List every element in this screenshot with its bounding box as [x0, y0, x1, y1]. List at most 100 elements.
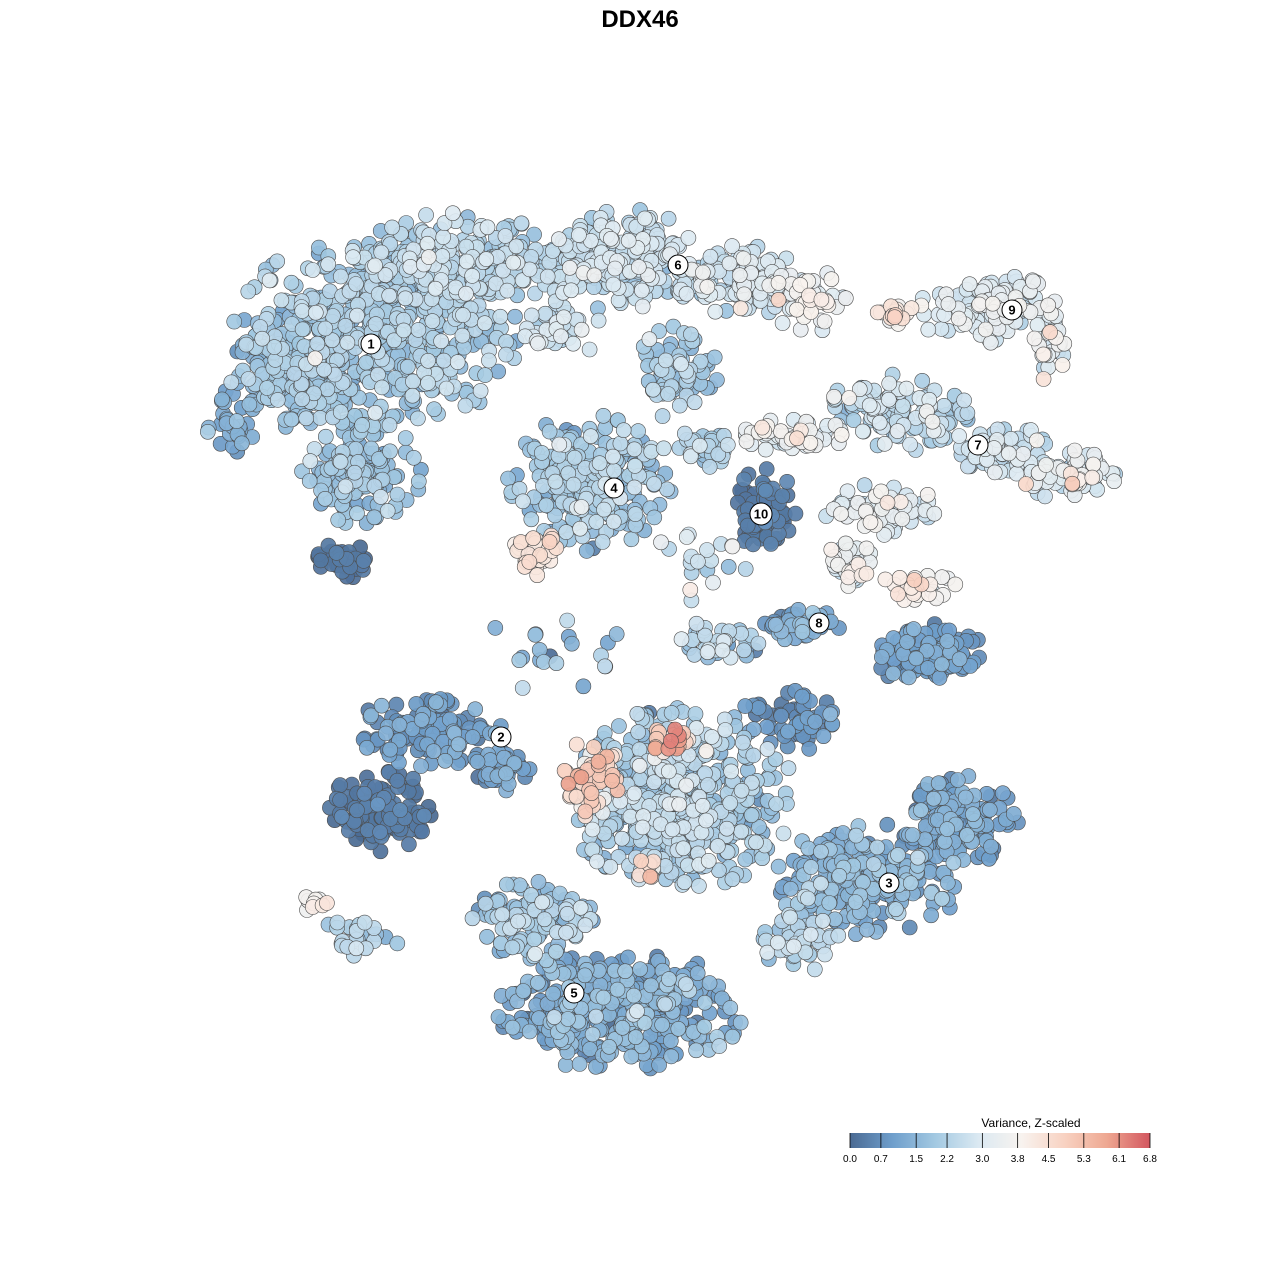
cell-point [615, 422, 632, 439]
cell-point [789, 430, 805, 447]
cell-point [521, 554, 538, 570]
cell-point [698, 812, 714, 829]
cell-point [758, 719, 775, 735]
cell-point [273, 292, 290, 309]
cell-point [977, 321, 994, 338]
cell-point [939, 633, 956, 649]
cell-point [434, 248, 451, 264]
cell-point [773, 707, 790, 724]
cell-point [848, 827, 864, 844]
cell-point [1035, 371, 1052, 387]
cell-point [312, 552, 329, 569]
cell-point [1001, 445, 1017, 462]
cell-point [348, 940, 365, 957]
cell-point [546, 1009, 563, 1026]
cell-point [837, 535, 854, 552]
cell-point [1066, 442, 1083, 459]
cell-point [337, 478, 354, 495]
cell-point [426, 401, 442, 418]
cell-point [821, 895, 838, 911]
cell-point [780, 723, 796, 740]
cell-point [301, 473, 318, 489]
cell-point [405, 449, 422, 466]
cell-point [881, 375, 898, 392]
cell-point [410, 410, 426, 427]
cell-point [642, 868, 659, 885]
cell-point [419, 235, 436, 252]
cell-point [479, 219, 496, 236]
cell-point [482, 752, 499, 768]
cell-point [663, 733, 679, 749]
cell-point [605, 448, 621, 465]
cell-point [307, 350, 323, 367]
cell-point [373, 697, 390, 714]
cell-point [584, 1026, 601, 1043]
cell-point [525, 530, 542, 547]
cell-point [558, 924, 574, 941]
cell-point [701, 459, 718, 475]
cell-point [379, 503, 396, 519]
cell-point [576, 967, 593, 984]
cell-point [1085, 456, 1102, 473]
cell-point [349, 505, 365, 522]
cell-point [269, 253, 286, 270]
cluster-label-6: 6 [667, 254, 689, 276]
cell-point [794, 688, 811, 705]
cell-point [553, 328, 569, 345]
cell-point [339, 334, 356, 351]
cell-point [951, 428, 967, 444]
cell-point [802, 434, 819, 451]
cell-point [902, 436, 918, 453]
cell-point [1042, 324, 1058, 340]
cell-point [455, 307, 471, 323]
cluster-label-7: 7 [967, 434, 989, 456]
cell-point [876, 435, 893, 452]
cell-point [469, 753, 486, 770]
cell-point [633, 282, 650, 299]
cell-point [923, 907, 939, 924]
cell-point [703, 729, 720, 745]
cell-point [583, 785, 600, 802]
cell-point [947, 576, 964, 593]
cell-point [774, 315, 791, 331]
cell-point [743, 807, 760, 824]
cell-point [774, 488, 791, 504]
cell-point [673, 631, 690, 648]
cell-point [332, 404, 349, 420]
cell-point [523, 511, 540, 528]
cell-point [920, 660, 936, 676]
cell-point [735, 250, 752, 267]
cluster-label-text: 4 [610, 481, 618, 496]
cluster-label-8: 8 [808, 612, 830, 634]
cell-point [686, 394, 703, 411]
cell-point [745, 747, 762, 764]
cell-point [575, 678, 592, 695]
cell-point [931, 670, 948, 686]
cell-point [611, 718, 627, 734]
cell-point [601, 1039, 617, 1055]
cell-point [894, 398, 911, 414]
cell-point [904, 827, 921, 843]
cell-point [623, 531, 640, 548]
cell-point [889, 423, 906, 439]
cell-point [833, 426, 850, 443]
cell-point [858, 540, 875, 557]
cell-point [541, 423, 558, 440]
cell-point [965, 806, 981, 823]
cell-point [775, 825, 792, 842]
cell-point [614, 830, 630, 847]
cell-point [869, 839, 886, 856]
cell-point [529, 567, 546, 584]
cell-point [333, 808, 350, 825]
cell-point [372, 489, 389, 505]
cell-point [770, 858, 787, 875]
cell-point [748, 834, 764, 851]
cell-point [871, 414, 888, 431]
cell-point [890, 847, 906, 863]
cell-point [530, 335, 546, 352]
cell-point [701, 975, 718, 991]
cell-point [856, 477, 873, 494]
legend-tick-label: 2.2 [940, 1154, 954, 1165]
cell-point [690, 553, 706, 570]
cell-point [413, 758, 429, 774]
